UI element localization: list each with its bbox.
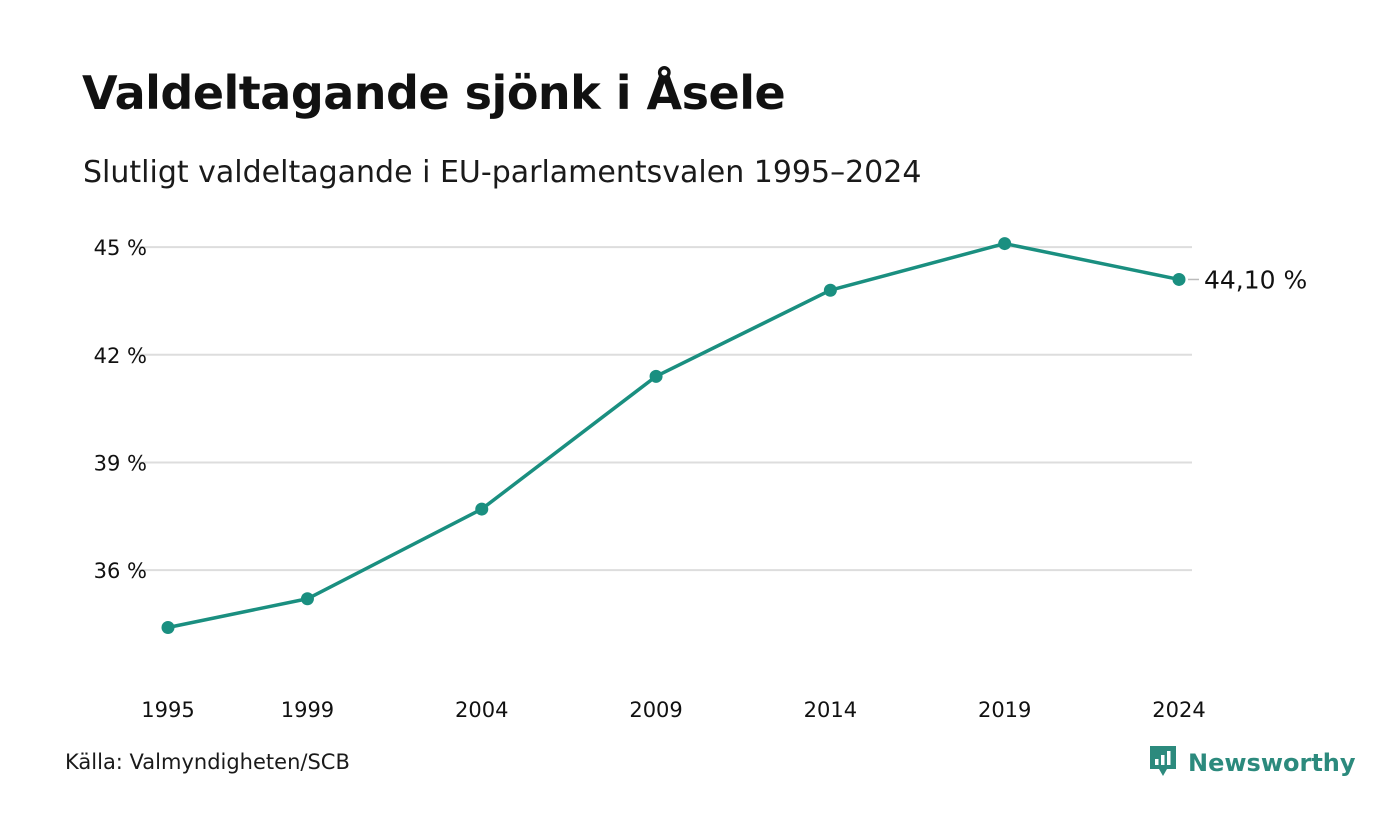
data-point — [649, 369, 663, 383]
data-point — [475, 502, 489, 516]
y-tick-label: 39 % — [94, 451, 147, 475]
data-point — [300, 592, 314, 606]
x-tick-label: 2014 — [804, 698, 857, 722]
end-label-group: 44,10 % — [1188, 265, 1307, 294]
data-point — [1172, 272, 1186, 286]
data-point — [823, 283, 837, 297]
chart-subtitle: Slutligt valdeltagande i EU-parlamentsva… — [83, 155, 922, 190]
x-tick-label: 2024 — [1152, 698, 1205, 722]
data-point — [161, 620, 175, 634]
data-point — [998, 237, 1012, 251]
x-tick-label: 2009 — [629, 698, 682, 722]
x-tick-label: 1999 — [281, 698, 334, 722]
data-points — [161, 237, 1186, 634]
chart-title: Valdeltagande sjönk i Åsele — [82, 66, 786, 120]
x-tick-label: 2004 — [455, 698, 508, 722]
y-tick-label: 42 % — [94, 344, 147, 368]
x-axis-tick-labels: 1995 1999 2004 2009 2014 2019 2024 — [141, 698, 1205, 722]
source-note: Källa: Valmyndigheten/SCB — [65, 750, 350, 774]
brand-name: Newsworthy — [1188, 749, 1356, 777]
x-tick-label: 2019 — [978, 698, 1031, 722]
x-tick-label: 1995 — [141, 698, 194, 722]
newsworthy-logo-icon — [1148, 744, 1178, 782]
end-value-label: 44,10 % — [1204, 265, 1307, 294]
y-tick-label: 36 % — [94, 559, 147, 583]
gridlines — [135, 246, 1192, 572]
brand-logo[interactable]: Newsworthy — [1148, 744, 1356, 782]
y-axis-tick-labels: 36 % 42 % 39 % 45 % — [94, 236, 147, 583]
y-tick-label: 45 % — [94, 236, 147, 260]
